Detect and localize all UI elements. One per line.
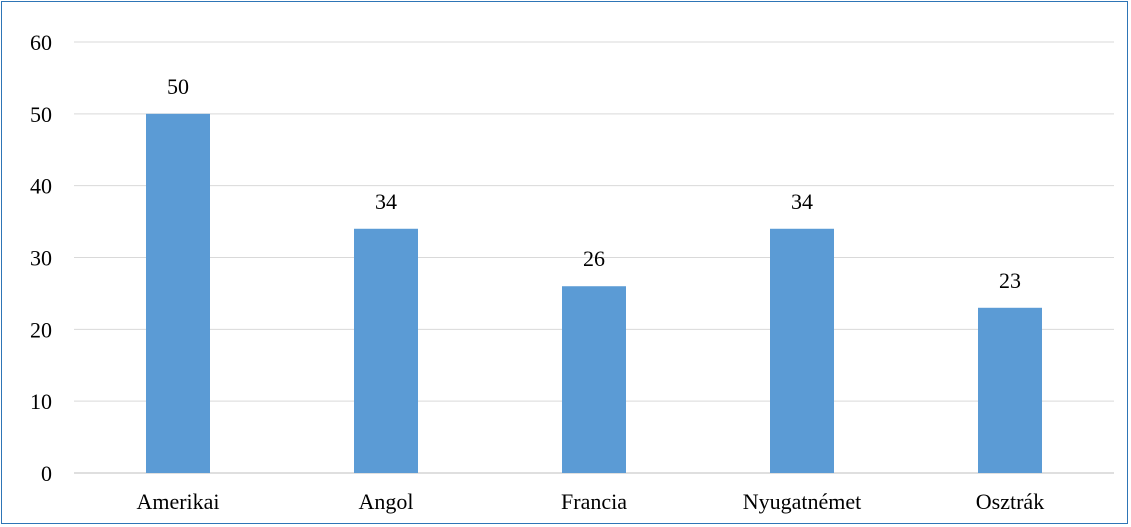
y-tick-label-60: 60 xyxy=(30,30,52,55)
x-tick-label-angol: Angol xyxy=(359,489,414,514)
y-tick-label-10: 10 xyxy=(30,389,52,414)
data-label-osztrák: 23 xyxy=(999,268,1021,293)
data-label-amerikai: 50 xyxy=(167,74,189,99)
x-tick-label-osztrák: Osztrák xyxy=(976,489,1044,514)
y-tick-label-30: 30 xyxy=(30,246,52,271)
bar-francia xyxy=(562,286,626,473)
data-label-francia: 26 xyxy=(583,246,605,271)
bar-osztrák xyxy=(978,308,1042,473)
bars xyxy=(146,114,1042,473)
x-tick-label-amerikai: Amerikai xyxy=(136,489,219,514)
bar-amerikai xyxy=(146,114,210,473)
x-axis-category-labels: Amerikai Angol Francia Nyugatnémet Osztrák xyxy=(136,489,1044,514)
data-label-angol: 34 xyxy=(375,189,397,214)
x-tick-label-nyugatnémet: Nyugatnémet xyxy=(743,489,862,514)
bar-nyugatnémet xyxy=(770,229,834,473)
bar-angol xyxy=(354,229,418,473)
x-tick-label-francia: Francia xyxy=(561,489,627,514)
y-tick-label-20: 20 xyxy=(30,317,52,342)
data-labels: 50 34 26 34 23 xyxy=(167,74,1021,293)
y-tick-label-40: 40 xyxy=(30,174,52,199)
data-label-nyugatnémet: 34 xyxy=(791,189,813,214)
y-tick-label-0: 0 xyxy=(41,461,52,486)
y-tick-label-50: 50 xyxy=(30,102,52,127)
y-axis-tick-labels: 0 10 20 30 40 50 60 xyxy=(30,30,52,486)
